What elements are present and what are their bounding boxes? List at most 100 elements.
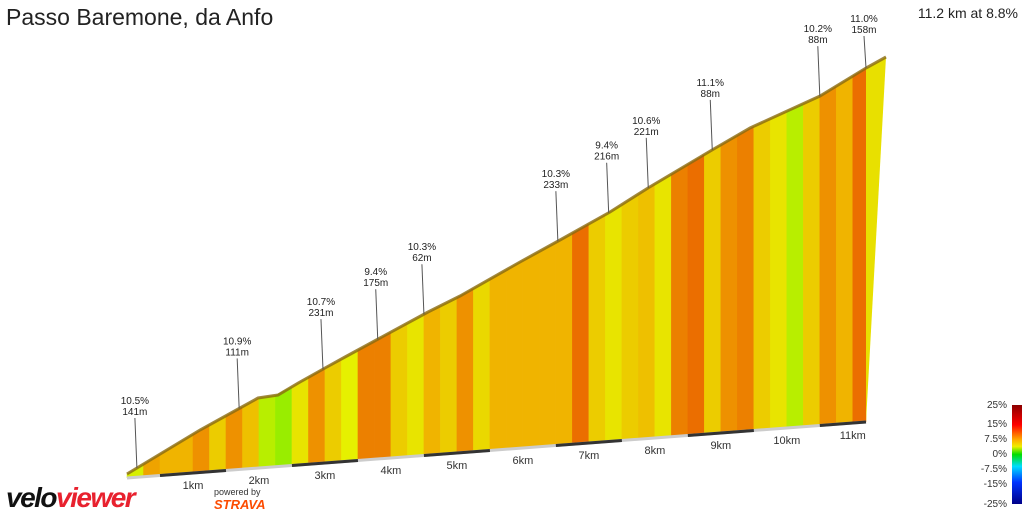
km-band [423,449,491,457]
km-band [819,420,867,427]
gradient-segment [621,193,639,441]
annotation-leader [817,46,821,97]
km-band [555,439,622,447]
climb-title: Passo Baremone, da Anfo [6,4,274,30]
gradient-segment [390,322,408,459]
gradient-segment [555,232,573,446]
x-tick-label: 6km [513,455,534,467]
annotation-length: 175m [363,278,388,289]
annotation-gradient: 10.2% [804,24,832,35]
x-tick-label: 5km [447,460,468,472]
x-tick-label: 1km [183,480,204,492]
annotation-leader [709,99,713,150]
legend-label: -7.5% [981,464,1007,475]
annotation-gradient: 11.1% [696,78,724,89]
legend-label: 0% [993,449,1008,460]
gradient-segment [258,395,276,469]
km-band [159,469,227,477]
gradient-segment [638,183,656,440]
gradient-segment [588,214,606,444]
annotation-leader [645,137,649,188]
veloviewer-logo[interactable]: veloviewer [6,482,136,513]
powered-by-label: powered by [214,487,261,497]
annotation-leader [375,289,379,340]
x-tick-label: 7km [578,450,599,462]
gradient-segment [687,154,705,436]
annotation-length: 141m [122,407,147,418]
annotation-leader [863,35,867,69]
legend-label: -15% [984,479,1007,490]
x-tick-label: 9km [710,440,731,452]
gradient-segment [836,75,854,425]
gradient-segment [341,349,359,463]
legend-label: 15% [987,419,1007,430]
gradient-segment [572,223,590,445]
gradient-segment [720,134,738,434]
annotation-gradient: 11.0% [850,14,878,25]
gradient-segment [275,386,293,468]
gradient-segment [704,144,722,435]
annotation-leader [134,418,138,469]
gradient-segment [852,67,867,424]
gradient-segment [407,313,425,458]
x-tick-label: 4km [381,465,402,477]
strava-logo[interactable]: STRAVA [214,497,266,512]
annotation-leader [236,358,240,409]
annotation-gradient: 10.5% [121,396,149,407]
annotation-length: 221m [634,127,659,138]
annotation-leader [320,319,324,370]
km-band [687,429,754,437]
x-tick-label: 2km [249,475,270,487]
annotation-leader [555,191,559,242]
annotation-length: 158m [851,25,876,36]
annotation-gradient: 10.7% [307,297,335,308]
km-band [291,459,359,467]
x-tick-label: 3km [315,470,336,482]
gradient-segment [539,241,557,448]
gradient-segment [242,397,260,470]
gradient-segment [803,95,821,428]
annotation-length: 216m [594,152,619,163]
climb-summary: 11.2 km at 8.8% [917,5,1018,21]
gradient-segment [423,305,441,456]
gradient-segment [440,297,458,455]
profile-top-edge [126,55,887,476]
gradient-segment [489,269,507,451]
gradient-segment [819,85,837,426]
gradient-segment [291,376,309,466]
gradient-segment [737,125,755,433]
annotation-length: 88m [808,35,827,46]
gradient-segment [506,259,524,450]
gradient-segment [473,278,491,453]
annotation-length: 231m [308,308,333,319]
x-tick-label: 8km [644,445,665,457]
legend-label: 25% [987,400,1007,411]
annotation-leader [606,162,610,213]
annotation-leader [421,264,425,315]
gradient-segment [753,118,771,431]
annotation-length: 111m [225,347,249,358]
annotation-length: 233m [543,180,568,191]
profile-end-face [866,57,886,422]
gradient-segment [357,340,375,461]
annotation-gradient: 10.3% [542,169,570,180]
annotation-gradient: 10.6% [632,116,660,127]
gradient-segment [671,163,689,438]
gradient-segment [522,250,540,449]
annotation-length: 62m [412,253,431,264]
gradient-segment [324,358,342,464]
gradient-segment [308,367,326,465]
gradient-segment [456,287,474,454]
gradient-segment [374,331,392,460]
legend-label: 7.5% [984,434,1007,445]
gradient-segment [770,110,788,430]
gradient-legend-bar [1012,405,1022,504]
annotation-gradient: 10.9% [223,336,251,347]
annotation-gradient: 9.4% [595,141,618,152]
x-tick-label: 11km [840,430,866,442]
gradient-segment [605,204,623,443]
legend-label: -25% [984,499,1007,510]
gradient-segment [225,406,243,471]
gradient-segment [654,173,672,439]
annotation-gradient: 9.4% [364,267,387,278]
